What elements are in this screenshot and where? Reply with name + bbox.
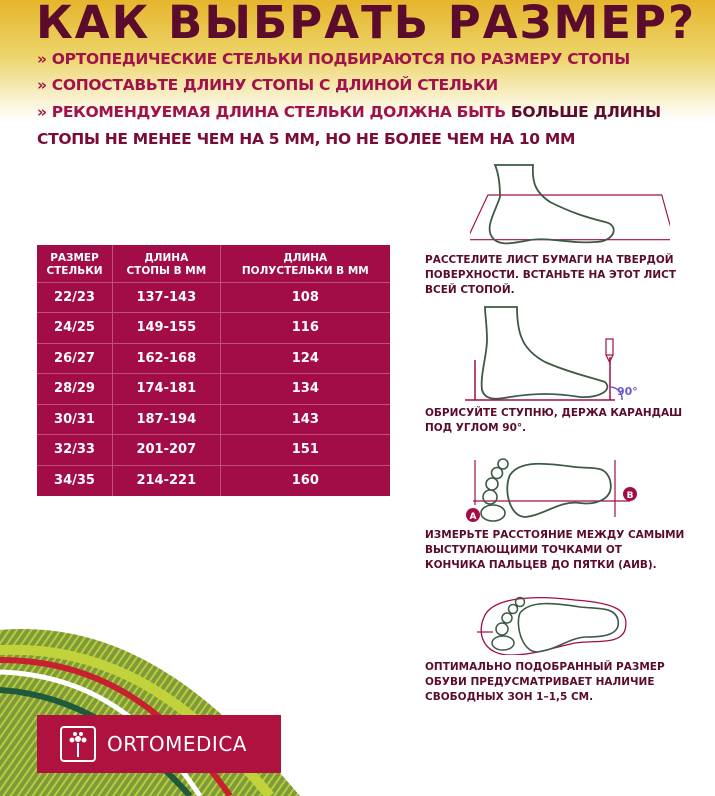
table-cell: 30/31 [37, 404, 114, 435]
step-line: ПОД УГЛОМ 90°. [425, 422, 527, 434]
step-line: ПОВЕРХНОСТИ. ВСТАНЬТЕ НА ЭТОТ ЛИСТ [425, 269, 677, 281]
point-a-marker [466, 508, 480, 522]
bullet-2: » СОПОСТАВЬТЕ ДЛИНУ СТОПЫ С ДЛИНОЙ СТЕЛЬ… [37, 76, 498, 94]
bullet-3: » РЕКОМЕНДУЕМАЯ ДЛИНА СТЕЛЬКИ ДОЛЖНА БЫТ… [37, 103, 661, 121]
tree-icon [60, 726, 96, 762]
header-background [0, 0, 715, 160]
table-cell: 28/29 [37, 373, 114, 405]
header-line: СТОПЫ В ММ [126, 264, 207, 277]
step-line: ОБУВИ ПРЕДУСМАТРИВАЕТ НАЛИЧИЕ [425, 676, 655, 688]
table-cell: 124 [220, 343, 390, 374]
table-row: 30/31 187-194 143 [37, 404, 390, 435]
bullet-1: » ОРТОПЕДИЧЕСКИЕ СТЕЛЬКИ ПОДБИРАЮТСЯ ПО … [37, 50, 630, 68]
brand-name: ORTOMEDICA [107, 732, 247, 756]
bullet-4: СТОПЫ НЕ МЕНЕЕ ЧЕМ НА 5 ММ, НО НЕ БОЛЕЕ … [37, 130, 576, 148]
table-row: 26/27 162-168 124 [37, 343, 390, 374]
header-line: ДЛИНА [144, 251, 189, 264]
table-row: 28/29 174-181 134 [37, 373, 390, 405]
table-cell: 160 [291, 473, 319, 488]
point-b-label: B [627, 491, 634, 501]
table-cell: 151 [220, 434, 390, 466]
step-line: КОНЧИКА ПАЛЬЦЕВ ДО ПЯТКИ (АИВ). [425, 559, 657, 571]
step-1-text: РАССТЕЛИТЕ ЛИСТ БУМАГИ НА ТВЕРДОЙ ПОВЕРХН… [425, 253, 715, 298]
step-line: ВЫСТУПАЮЩИМИ ТОЧКАМИ ОТ [425, 544, 622, 556]
table-cell: 26/27 [37, 343, 114, 374]
size-table: РАЗМЕР СТЕЛЬКИ ДЛИНА СТОПЫ В ММ ДЛИНА ПОЛУСТЕ… [37, 245, 390, 496]
table-row: 34/35 214-221 160 [37, 465, 390, 496]
step-line: СВОБОДНЫХ ЗОН 1–1,5 СМ. [425, 691, 594, 703]
step-3-text: ИЗМЕРЬТЕ РАССТОЯНИЕ МЕЖДУ САМЫМИ ВЫСТУПАЮ… [425, 528, 715, 573]
column-header: ДЛИНА СТОПЫ В ММ [112, 245, 221, 283]
table-cell: 137-143 [112, 282, 221, 313]
table-cell: 116 [220, 312, 390, 344]
table-cell: 187-194 [112, 404, 221, 435]
brand-logo: ORTOMEDICA [37, 715, 281, 773]
table-cell: 22/23 [37, 282, 114, 313]
point-a-label: A [470, 512, 477, 522]
column-header: РАЗМЕР СТЕЛЬКИ [37, 245, 114, 283]
table-row: 22/23 137-143 108 [37, 282, 390, 313]
pencil-icon [605, 338, 614, 356]
step-2-text: ОБРИСУЙТЕ СТУПНЮ, ДЕРЖА КАРАНДАШ ПОД УГЛО… [425, 406, 715, 436]
table-cell: 162-168 [112, 343, 221, 374]
header-line: РАЗМЕР [50, 251, 99, 264]
table-row: 24/25 149-155 116 [37, 312, 390, 344]
table-cell: 108 [220, 282, 390, 313]
table-row: 32/33 201-207 151 [37, 434, 390, 466]
step-line: ОБРИСУЙТЕ СТУПНЮ, ДЕРЖА КАРАНДАШ [425, 407, 683, 419]
bullet-3-bold: БОЛЬШЕ ДЛИНЫ [510, 103, 661, 121]
table-cell: 149-155 [112, 312, 221, 344]
shoe-fit-illustration [477, 596, 627, 655]
table-cell: 34/35 [37, 465, 114, 496]
foot-on-paper-illustration [470, 164, 670, 245]
header-line: СТЕЛЬКИ [46, 264, 103, 277]
step-line: РАССТЕЛИТЕ ЛИСТ БУМАГИ НА ТВЕРДОЙ [425, 254, 674, 266]
table-cell: 143 [220, 404, 390, 435]
table-cell: 32/33 [37, 434, 114, 466]
step-line: ИЗМЕРЬТЕ РАССТОЯНИЕ МЕЖДУ САМЫМИ [425, 529, 685, 541]
step-line: ОПТИМАЛЬНО ПОДОБРАННЫЙ РАЗМЕР [425, 661, 665, 673]
angle-label: 90° [617, 385, 638, 398]
header-line: ПОЛУСТЕЛЬКИ В ММ [241, 264, 369, 277]
foot-tracing-illustration: 90° [465, 306, 638, 401]
page-title: КАК ВЫБРАТЬ РАЗМЕР? [36, 0, 697, 49]
step-line: ВСЕЙ СТОПОЙ. [425, 284, 515, 296]
table-cell: 201-207 [112, 434, 221, 466]
table-cell: 134 [220, 373, 390, 405]
table-cell: 24/25 [37, 312, 114, 344]
table-cell: 214-221 [112, 465, 221, 496]
step-4-text: ОПТИМАЛЬНО ПОДОБРАННЫЙ РАЗМЕР ОБУВИ ПРЕДУ… [425, 660, 715, 705]
column-header: ДЛИНА ПОЛУСТЕЛЬКИ В ММ [220, 245, 390, 283]
point-b-marker [623, 487, 637, 501]
table-cell: 174-181 [112, 373, 221, 405]
header-line: ДЛИНА [283, 251, 328, 264]
foot-measure-illustration: A B [466, 458, 637, 522]
bullet-3-text: » РЕКОМЕНДУЕМАЯ ДЛИНА СТЕЛЬКИ ДОЛЖНА БЫТ… [37, 103, 511, 121]
